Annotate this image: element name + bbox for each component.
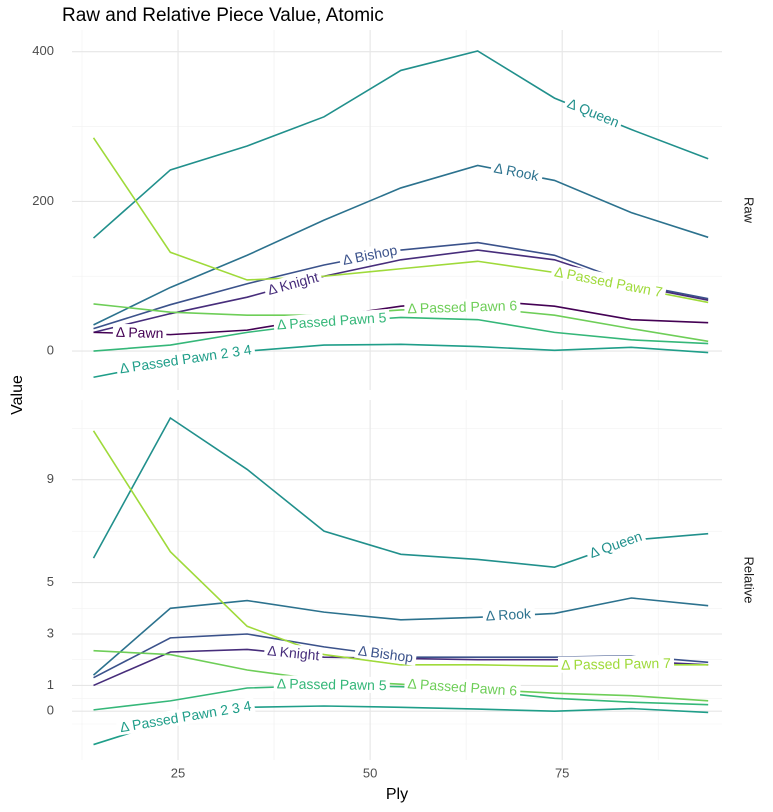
- facet-label: Relative: [742, 557, 757, 604]
- series-label-text: Δ Rook: [493, 160, 541, 185]
- label-background: [404, 675, 521, 699]
- series-label-text: Δ Queen: [565, 95, 622, 130]
- series-label: Δ Passed Pawn 2 3 4: [115, 696, 256, 736]
- series-label: Δ Queen: [584, 526, 647, 562]
- x-axis-label: Ply: [386, 786, 408, 803]
- label-background: [584, 526, 647, 562]
- series-label: Δ Passed Pawn 2 3 4: [115, 340, 256, 377]
- label-background: [262, 267, 324, 299]
- series-label-text: Δ Knight: [267, 642, 321, 663]
- series-label: Δ Rook: [482, 605, 536, 624]
- series-label: Δ Passed Pawn 7: [557, 654, 675, 673]
- chart-title: Raw and Relative Piece Value, Atomic: [62, 5, 384, 26]
- x-tick-label: 25: [171, 765, 185, 780]
- series-label-text: Δ Passed Pawn 6: [407, 675, 518, 698]
- label-background: [489, 158, 544, 185]
- series-line: [93, 164, 709, 326]
- series-label: Δ Passed Pawn 5: [273, 308, 391, 333]
- series-label-text: Δ Passed Pawn 6: [407, 297, 517, 316]
- label-background: [115, 696, 256, 736]
- series-label: Δ Queen: [562, 93, 625, 132]
- label-background: [562, 93, 625, 132]
- y-tick-label: 400: [32, 43, 54, 58]
- y-axis-label: Value: [9, 375, 26, 415]
- series-label: Δ Passed Pawn 5: [273, 675, 390, 694]
- y-tick-label: 1: [47, 677, 54, 692]
- series-line: [93, 299, 709, 336]
- series-line: [93, 684, 709, 711]
- label-background: [273, 675, 390, 694]
- series-label-text: Δ Bishop: [357, 642, 414, 665]
- label-background: [557, 654, 675, 673]
- series-label-text: Δ Passed Pawn 7: [561, 655, 671, 673]
- series-line: [92, 50, 709, 239]
- series-line: [92, 597, 709, 676]
- x-tick-label: 75: [555, 765, 569, 780]
- series-line: [93, 649, 709, 702]
- series-label-text: Δ Passed Pawn 7: [553, 263, 664, 300]
- y-tick-label: 5: [47, 574, 54, 589]
- series-label-text: Δ Queen: [587, 528, 644, 561]
- series-label: Δ Passed Pawn 7: [550, 262, 668, 301]
- label-background: [112, 323, 167, 342]
- label-background: [354, 641, 418, 666]
- series-label: Δ Passed Pawn 6: [404, 297, 521, 317]
- label-background: [338, 241, 402, 269]
- series-label-text: Δ Passed Pawn 2 3 4: [119, 697, 253, 735]
- series-label: Δ Bishop: [354, 641, 418, 666]
- series-line: [93, 316, 709, 352]
- label-background: [482, 605, 536, 624]
- y-tick-label: 9: [47, 471, 54, 486]
- series-label: Δ Pawn: [112, 323, 167, 342]
- facet-label: Raw: [742, 197, 757, 224]
- x-tick-label: 50: [363, 765, 377, 780]
- label-background: [273, 308, 391, 333]
- label-background: [115, 340, 256, 377]
- series-label: Δ Rook: [489, 158, 544, 185]
- series-label-text: Δ Rook: [485, 605, 532, 623]
- series-label: Δ Passed Pawn 6: [404, 675, 521, 699]
- y-tick-label: 200: [32, 193, 54, 208]
- label-background: [550, 262, 668, 301]
- series-label-text: Δ Pawn: [116, 324, 164, 341]
- series-line: [93, 303, 709, 343]
- series-label-text: Δ Passed Pawn 5: [276, 309, 387, 332]
- label-background: [263, 641, 324, 664]
- y-tick-label: 3: [47, 625, 54, 640]
- y-tick-label: 0: [47, 343, 54, 358]
- y-tick-label: 0: [47, 703, 54, 718]
- series-label-text: Δ Passed Pawn 2 3 4: [119, 341, 253, 376]
- series-label-text: Δ Passed Pawn 5: [277, 675, 387, 693]
- series-label: Δ Knight: [263, 641, 324, 664]
- label-background: [404, 297, 521, 317]
